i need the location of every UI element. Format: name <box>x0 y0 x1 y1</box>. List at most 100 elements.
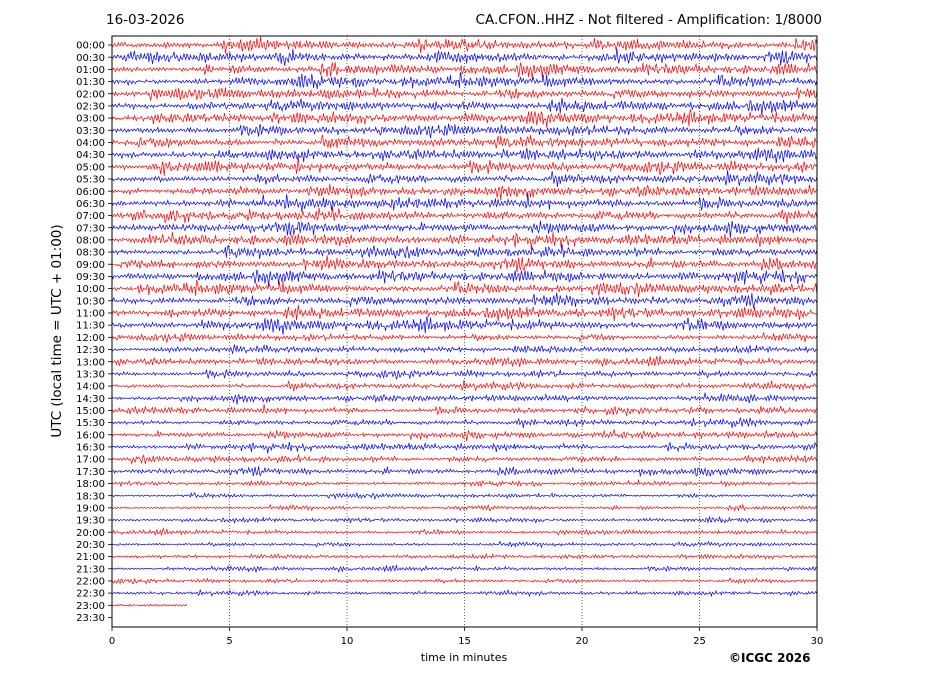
y-tick-label: 05:30 <box>76 175 105 186</box>
x-tick-labels: 0 5 10 15 20 25 30 <box>109 627 824 647</box>
trace-2300 <box>111 603 188 607</box>
y-tick-label: 05:00 <box>76 162 105 173</box>
trace-1300 <box>111 355 817 367</box>
y-tick-label: 18:30 <box>76 491 105 502</box>
trace-0000 <box>111 36 818 54</box>
trace-0830 <box>111 243 818 259</box>
trace-1230 <box>111 343 817 355</box>
y-tick-label: 13:30 <box>76 369 105 380</box>
trace-2100 <box>111 552 817 560</box>
trace-1900 <box>111 503 817 512</box>
y-tick-label: 21:30 <box>76 564 105 575</box>
trace-0630 <box>111 192 818 213</box>
trace-0800 <box>111 231 818 251</box>
y-tick-label: 04:30 <box>76 150 105 161</box>
y-tick-label: 08:00 <box>76 235 105 246</box>
y-tick-label: 09:00 <box>76 260 105 271</box>
y-tick-label: 12:00 <box>76 333 105 344</box>
y-tick-label: 21:00 <box>76 552 105 563</box>
y-tick-label: 02:30 <box>76 102 105 113</box>
trace-0230 <box>111 97 818 116</box>
y-tick-label: 07:00 <box>76 211 105 222</box>
y-tick-label: 15:30 <box>76 418 105 429</box>
trace-1200 <box>111 332 818 343</box>
trace-1530 <box>111 417 817 429</box>
y-tick-label: 17:30 <box>76 467 105 478</box>
trace-2030 <box>111 540 817 549</box>
x-tick-label: 0 <box>109 636 115 647</box>
y-tick-label: 09:30 <box>76 272 105 283</box>
y-tick-label: 04:00 <box>76 138 105 149</box>
y-tick-label: 23:00 <box>76 601 105 612</box>
trace-0730 <box>111 220 817 239</box>
trace-2200 <box>111 577 817 585</box>
trace-0330 <box>111 123 818 139</box>
y-tick-label: 07:30 <box>76 223 105 234</box>
y-tick-label: 10:30 <box>76 296 105 307</box>
trace-0500 <box>111 155 817 177</box>
trace-1030 <box>111 292 818 309</box>
y-tick-label: 02:00 <box>76 89 105 100</box>
x-tick-label: 15 <box>458 636 471 647</box>
y-tick-label: 15:00 <box>76 406 105 417</box>
y-tick-label: 17:00 <box>76 455 105 466</box>
trace-2230 <box>111 589 818 598</box>
y-tick-label: 08:30 <box>76 248 105 259</box>
y-tick-label: 23:30 <box>76 613 105 624</box>
date-label: 16-03-2026 <box>106 12 185 28</box>
trace-0930 <box>111 269 818 287</box>
y-axis-label: UTC (local time = UTC + 01:00) <box>49 224 65 438</box>
y-tick-label: 14:30 <box>76 394 105 405</box>
trace-2000 <box>112 527 817 537</box>
y-tick-label: 13:00 <box>76 357 105 368</box>
trace-0530 <box>111 170 818 188</box>
y-tick-label: 03:30 <box>76 126 105 137</box>
y-tick-label: 10:00 <box>76 284 105 295</box>
trace-0030 <box>111 48 818 67</box>
grid-lines <box>229 36 700 627</box>
y-tick-label: 01:00 <box>76 65 105 76</box>
y-tick-label: 20:00 <box>76 528 105 539</box>
seismic-traces <box>111 36 818 607</box>
y-tick-label: 11:00 <box>76 309 105 320</box>
trace-1000 <box>111 279 818 297</box>
trace-1630 <box>111 441 818 454</box>
y-tick-label: 18:00 <box>76 479 105 490</box>
x-tick-label: 20 <box>576 636 589 647</box>
trace-0400 <box>111 134 817 149</box>
chart-title: CA.CFON..HHZ - Not filtered - Amplificat… <box>475 12 822 28</box>
trace-0600 <box>112 183 817 201</box>
trace-0700 <box>112 206 818 225</box>
x-tick-label: 30 <box>811 636 824 647</box>
x-tick-label: 10 <box>341 636 354 647</box>
x-axis-label: time in minutes <box>420 651 508 664</box>
y-tick-label: 00:30 <box>76 53 105 64</box>
trace-1100 <box>111 305 817 322</box>
trace-1430 <box>111 392 817 405</box>
copyright-label: ©ICGC 2026 <box>729 651 811 665</box>
x-tick-label: 5 <box>226 636 232 647</box>
y-tick-label: 12:30 <box>76 345 105 356</box>
trace-0100 <box>111 62 818 80</box>
y-tick-label: 19:30 <box>76 516 105 527</box>
trace-1700 <box>111 454 818 465</box>
y-tick-label: 19:00 <box>76 503 105 514</box>
y-tick-label: 06:30 <box>76 199 105 210</box>
y-tick-label: 16:00 <box>76 430 105 441</box>
trace-1500 <box>111 404 817 417</box>
trace-1130 <box>111 315 817 335</box>
trace-2130 <box>111 564 817 574</box>
trace-0900 <box>111 255 817 273</box>
y-tick-label: 22:30 <box>76 589 105 600</box>
y-tick-label: 03:00 <box>76 114 105 125</box>
trace-1400 <box>111 380 817 392</box>
y-tick-label: 14:00 <box>76 382 105 393</box>
trace-0130 <box>111 72 818 89</box>
trace-1600 <box>111 429 818 442</box>
trace-1330 <box>111 368 818 380</box>
trace-0200 <box>111 86 818 101</box>
trace-0300 <box>111 109 818 128</box>
axes <box>111 35 818 628</box>
y-tick-label: 11:30 <box>76 321 105 332</box>
